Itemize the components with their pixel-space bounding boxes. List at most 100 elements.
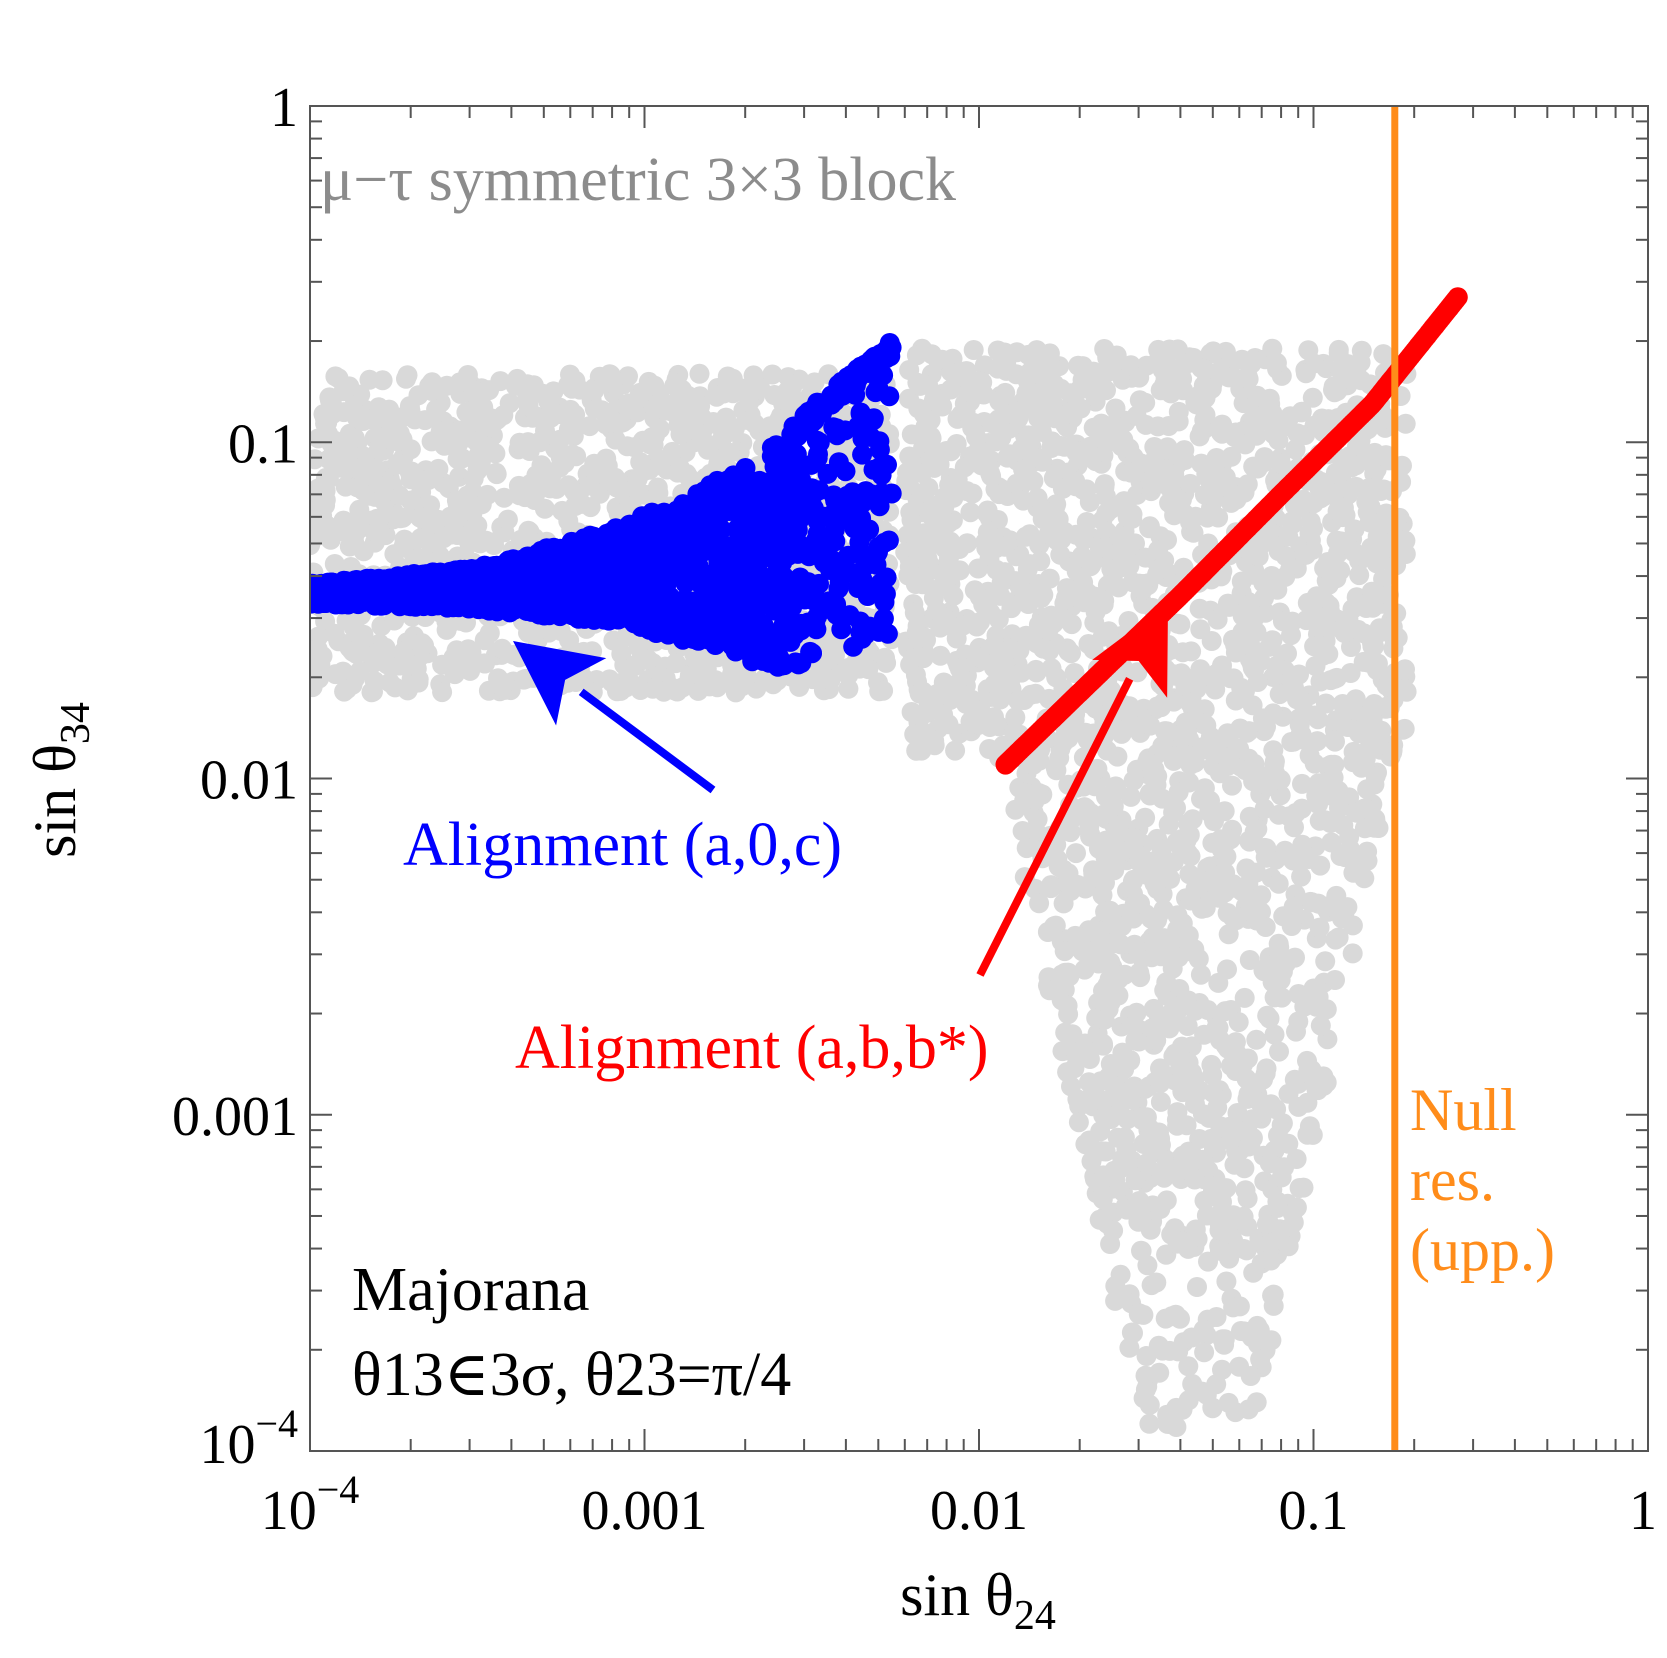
gray-point xyxy=(1281,916,1302,936)
gray-point xyxy=(1214,801,1235,822)
gray-point xyxy=(1201,378,1222,399)
gray-point xyxy=(954,457,975,478)
gray-point xyxy=(1083,366,1104,387)
gray-point xyxy=(344,428,365,449)
gray-point xyxy=(1083,863,1104,884)
gray-point xyxy=(1163,691,1184,712)
gray-point xyxy=(1066,843,1086,864)
gray-point xyxy=(996,352,1017,373)
gray-point xyxy=(1259,1008,1280,1029)
gray-point xyxy=(910,375,931,396)
gray-point xyxy=(1079,820,1099,841)
gray-point xyxy=(1116,1199,1137,1220)
gray-point xyxy=(1202,1065,1223,1085)
gray-point xyxy=(716,407,736,428)
gray-point xyxy=(1305,656,1326,676)
gray-point xyxy=(1315,951,1336,972)
gray-point xyxy=(1243,456,1264,477)
gray-point xyxy=(1394,718,1415,739)
gray-point xyxy=(986,559,1007,580)
gray-point xyxy=(559,630,580,651)
gray-point xyxy=(565,370,586,391)
gray-point xyxy=(1278,1236,1299,1257)
gray-point xyxy=(934,496,955,517)
gray-point xyxy=(1275,546,1296,567)
gray-point xyxy=(361,682,382,703)
gray-point xyxy=(618,366,638,387)
gray-point xyxy=(1195,405,1216,425)
gray-point xyxy=(1137,751,1158,772)
gray-point xyxy=(1334,363,1354,384)
blue-point xyxy=(852,521,873,542)
gray-point xyxy=(1151,839,1172,860)
gray-point xyxy=(687,653,708,674)
gray-point xyxy=(1190,659,1211,680)
gray-point xyxy=(1303,518,1323,539)
gray-point xyxy=(1120,462,1141,483)
gray-point xyxy=(1008,408,1029,429)
gray-point xyxy=(1122,871,1143,892)
gray-point xyxy=(1235,760,1256,781)
gray-point xyxy=(705,670,726,691)
gray-point xyxy=(1088,1172,1109,1193)
gray-point xyxy=(1148,559,1169,580)
gray-point xyxy=(1047,849,1068,870)
gray-point xyxy=(333,510,354,531)
gray-point xyxy=(495,673,516,693)
gray-point xyxy=(1165,746,1186,767)
gray-point xyxy=(1189,598,1210,619)
gray-point xyxy=(1185,1219,1206,1240)
gray-point xyxy=(1203,341,1224,362)
gray-point xyxy=(1225,1032,1246,1053)
gray-point xyxy=(318,449,339,470)
gray-point xyxy=(474,653,495,674)
gray-point xyxy=(1168,401,1189,422)
gray-point xyxy=(1066,442,1086,463)
gray-point xyxy=(1323,730,1344,751)
gray-point xyxy=(1052,964,1072,985)
gray-point xyxy=(1160,868,1181,889)
gray-point xyxy=(1214,1329,1235,1350)
gray-point xyxy=(452,448,473,469)
gray-point xyxy=(392,454,413,475)
gray-point xyxy=(1284,1069,1305,1090)
gray-point xyxy=(989,391,1010,412)
gray-point xyxy=(1191,421,1212,441)
gray-point xyxy=(540,478,561,499)
gray-point xyxy=(994,536,1015,557)
gray-point xyxy=(404,655,425,676)
gray-point xyxy=(325,664,346,685)
gray-point xyxy=(1292,773,1312,794)
gray-point xyxy=(1105,398,1126,419)
gray-point xyxy=(1015,526,1036,547)
gray-point xyxy=(605,429,626,450)
gray-point xyxy=(909,683,930,704)
gray-point xyxy=(966,427,987,447)
gray-point xyxy=(1180,890,1201,911)
gray-point xyxy=(739,392,760,413)
gray-point xyxy=(1000,638,1021,659)
gray-point xyxy=(1148,540,1169,561)
gray-point xyxy=(377,654,398,675)
gray-point xyxy=(565,417,585,438)
gray-point xyxy=(1283,896,1304,917)
gray-point xyxy=(596,448,617,469)
gray-point xyxy=(1187,1277,1207,1297)
gray-point xyxy=(1140,715,1161,736)
gray-point xyxy=(526,465,547,486)
gray-point xyxy=(494,487,515,508)
gray-point xyxy=(970,647,991,668)
gray-point xyxy=(1215,467,1236,488)
gray-point xyxy=(1310,1015,1331,1036)
gray-point xyxy=(1234,1158,1255,1179)
gray-point xyxy=(1058,641,1079,662)
gray-point xyxy=(347,458,368,479)
gray-point xyxy=(457,649,478,670)
gray-point xyxy=(1129,390,1150,411)
gray-point xyxy=(1264,987,1285,1008)
blue-point xyxy=(843,563,864,584)
gray-point xyxy=(1156,1150,1177,1171)
gray-point xyxy=(1136,1153,1157,1174)
gray-point xyxy=(1092,885,1113,906)
gray-point xyxy=(949,560,970,581)
